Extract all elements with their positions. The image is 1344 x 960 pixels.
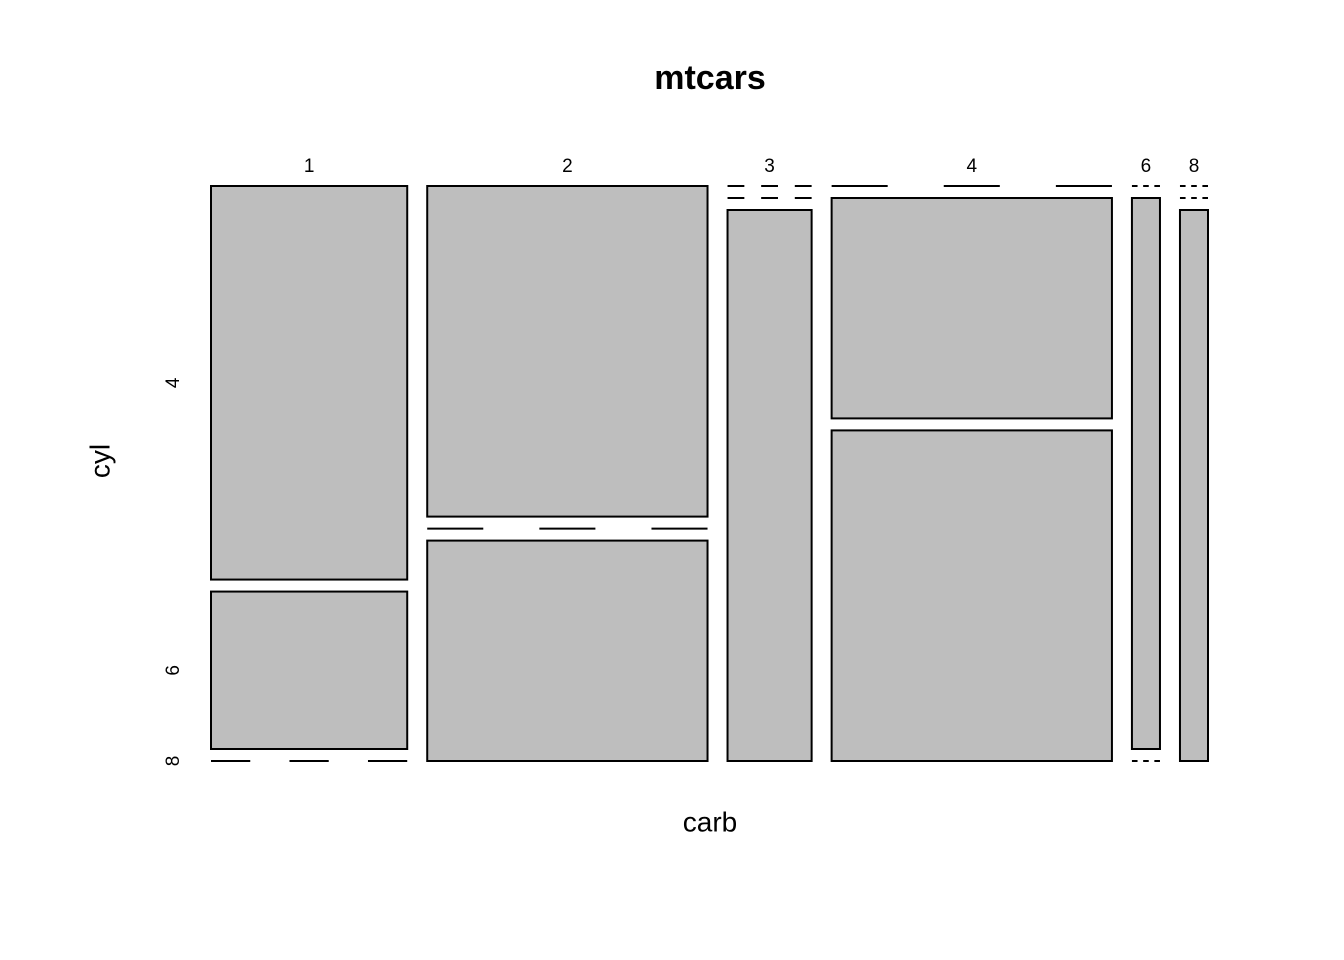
mosaic-cell (726, 209, 813, 762)
mosaic-cell (1178, 209, 1209, 762)
x-tick-label: 6 (1141, 156, 1152, 177)
x-axis-label: carb (683, 806, 737, 837)
x-tick-label: 3 (764, 156, 775, 177)
mosaic-cell (830, 429, 1113, 762)
x-tick-label: 2 (562, 156, 573, 177)
mosaic-cell (1130, 197, 1161, 750)
y-tick-label: 8 (163, 756, 184, 767)
x-tick-label: 8 (1189, 156, 1200, 177)
y-axis-label: cyl (84, 444, 115, 478)
x-tick-label: 1 (304, 156, 315, 177)
mosaic-cell (830, 197, 1113, 420)
mosaic-cell (426, 185, 709, 518)
x-tick-label: 4 (966, 156, 977, 177)
mosaic-cell (210, 185, 409, 581)
y-tick-label: 6 (163, 665, 184, 676)
mosaic-cell (426, 539, 709, 762)
y-tick-label: 4 (163, 377, 184, 388)
chart-title: mtcars (654, 59, 766, 97)
mosaic-cell (210, 590, 409, 750)
